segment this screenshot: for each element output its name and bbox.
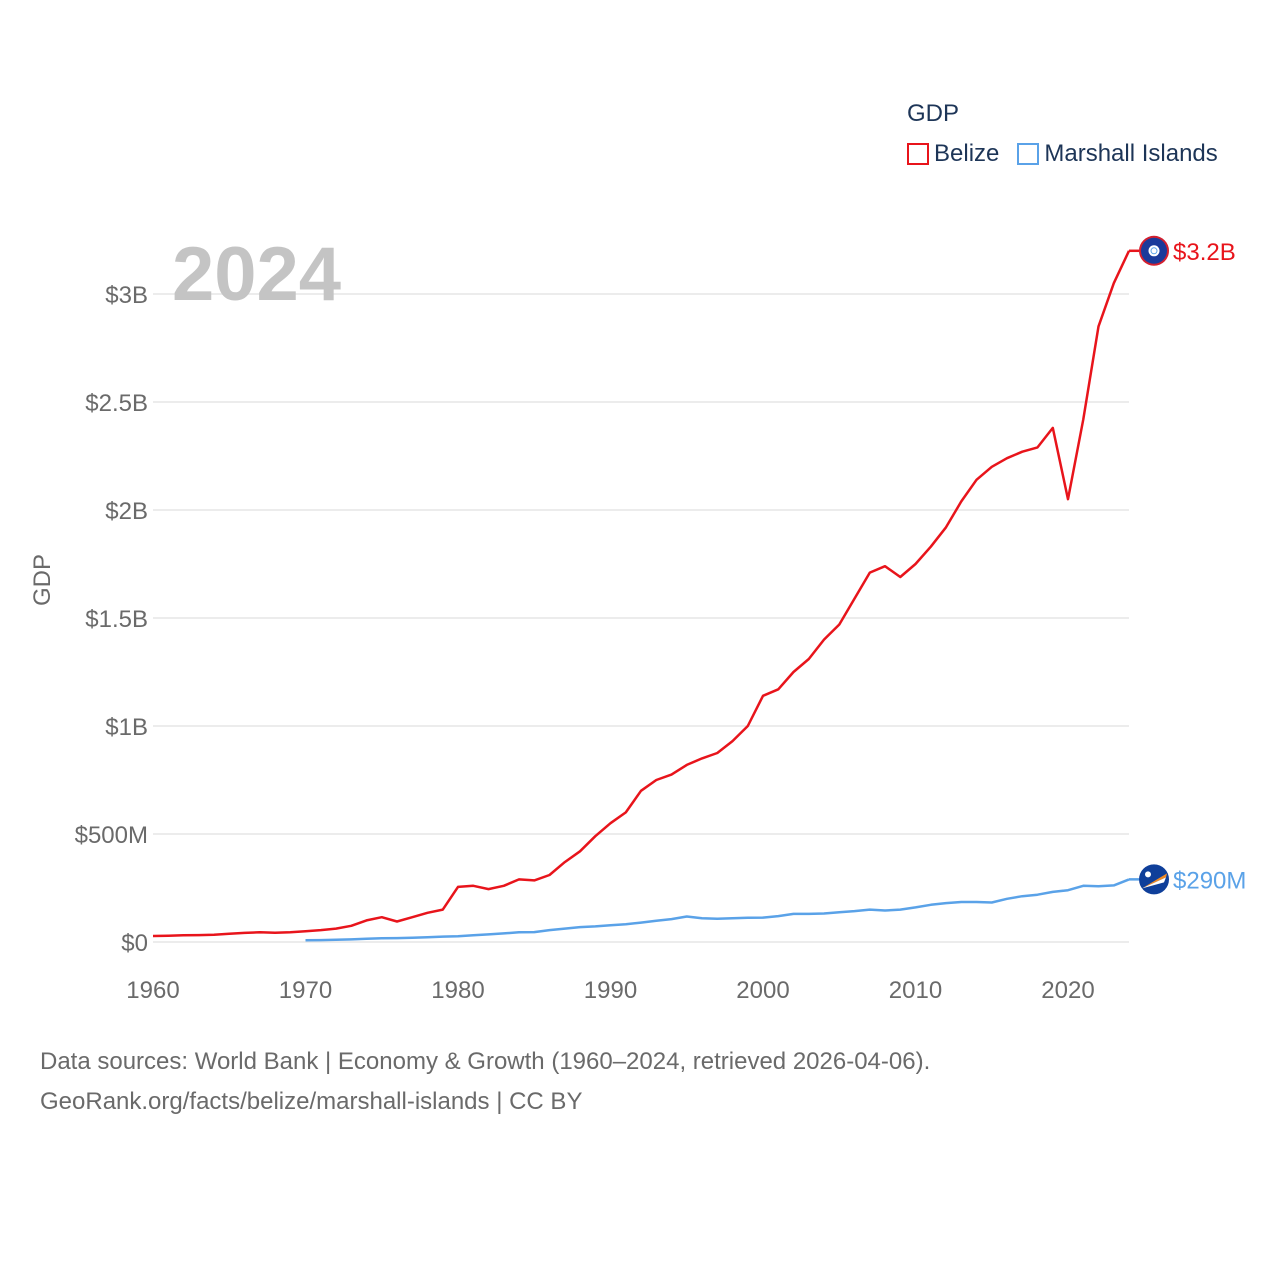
- y-tick-label: $1.5B: [85, 606, 148, 633]
- sources-line-1: Data sources: World Bank | Economy & Gro…: [40, 1048, 931, 1075]
- y-tick-label: $0: [121, 930, 148, 957]
- x-tick-label: 1960: [126, 977, 179, 1004]
- belize-flag-icon: [1139, 235, 1169, 266]
- marshall-islands-flag-icon: [1139, 864, 1169, 895]
- legend: GDP Belize Marshall Islands: [907, 100, 1218, 168]
- legend-swatch-belize: [907, 143, 929, 165]
- series-line-marshall-islands[interactable]: [305, 878, 1130, 942]
- y-tick-label: $3B: [105, 282, 148, 309]
- y-tick-label: $500M: [75, 822, 148, 849]
- legend-item-marshall-islands[interactable]: Marshall Islands: [1017, 140, 1218, 168]
- end-value-label-belize: $3.2B: [1173, 239, 1236, 266]
- x-tick-label: 1990: [584, 977, 637, 1004]
- y-tick-label: $2.5B: [85, 390, 148, 417]
- legend-label-marshall-islands: Marshall Islands: [1044, 140, 1218, 167]
- x-tick-label: 2020: [1041, 977, 1094, 1004]
- sources-note: Data sources: World Bank | Economy & Gro…: [40, 1042, 930, 1122]
- x-tick-label: 2010: [889, 977, 942, 1004]
- end-value-label-marshall-islands: $290M: [1173, 867, 1246, 894]
- x-tick-label: 1980: [431, 977, 484, 1004]
- year-watermark: 2024: [172, 232, 341, 317]
- legend-label-belize: Belize: [934, 140, 1000, 167]
- y-tick-label: $2B: [105, 498, 148, 525]
- y-tick-label: $1B: [105, 714, 148, 741]
- legend-item-belize[interactable]: Belize: [907, 140, 999, 168]
- legend-swatch-marshall-islands: [1017, 143, 1040, 165]
- legend-title: GDP: [907, 100, 960, 127]
- sources-line-2: GeoRank.org/facts/belize/marshall-island…: [40, 1088, 583, 1115]
- series-line-belize[interactable]: [152, 250, 1131, 938]
- x-tick-label: 1970: [279, 977, 332, 1004]
- x-tick-label: 2000: [736, 977, 789, 1004]
- y-axis-title: GDP: [29, 554, 56, 606]
